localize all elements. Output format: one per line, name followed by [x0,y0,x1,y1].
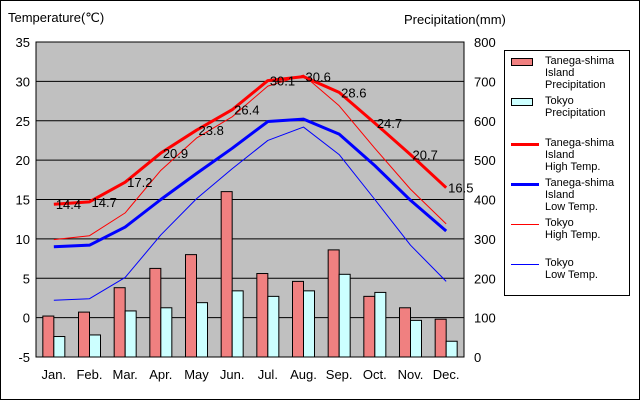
bar-tokyo-precip [231,290,244,358]
x-tick-label: Jun. [220,367,245,382]
y-right-tick-label: 0 [474,350,481,365]
bar-tanega-precip [327,249,340,358]
bar-tokyo-precip [196,302,208,358]
legend-swatch-tokyo-precip [511,98,533,106]
data-label: 28.6 [341,85,366,100]
right-axis-title: Precipitation(mm) [404,12,506,27]
data-label: 20.9 [163,146,188,161]
bar-tanega-precip [220,191,233,358]
bar-tokyo-precip [338,273,351,358]
y-left-tick-label: 0 [23,311,30,326]
x-tick-label: May [184,367,209,382]
data-label: 30.6 [306,70,331,85]
legend-swatch-tanega-precip [511,58,533,66]
data-label: 14.4 [56,197,81,212]
bar-tanega-precip [434,318,447,358]
bar-tokyo-precip [374,291,387,358]
legend-label: Tanega-shima Island Precipitation [545,55,615,91]
bar-tokyo-precip [124,310,137,358]
line-tanega-shima-island-low-temp [53,117,448,249]
bar-tokyo-precip [410,319,422,358]
data-label: 30.1 [270,74,295,89]
bar-tokyo-precip [53,336,66,358]
bar-tanega-precip [292,280,304,358]
y-left-tick-label: 20 [16,153,30,168]
x-tick-label: Apr. [149,367,172,382]
y-right-tick-label: 500 [474,153,496,168]
data-label: 16.5 [448,181,473,196]
y-left-tick-label: 30 [16,74,30,89]
x-tick-label: Aug. [290,367,317,382]
legend-line-tanega-high [511,142,539,146]
y-left-tick-label: -5 [18,350,30,365]
y-left-tick-label: 5 [23,271,30,286]
legend: Tanega-shima Island Precipitation Tokyo … [504,50,630,296]
x-tick-label: Feb. [76,367,102,382]
y-right-tick-label: 800 [474,35,496,50]
line-tokyo-low-temp [53,126,447,301]
data-label: 26.4 [234,103,259,118]
bar-tanega-precip [78,311,90,358]
legend-line-tokyo-low [511,263,539,265]
line-tanega-shima-island-high-temp [53,75,448,206]
bar-tanega-precip [399,307,411,358]
x-tick-label: Mar. [113,367,138,382]
bar-tokyo-precip [445,340,458,358]
legend-line-tanega-low [511,182,539,186]
x-tick-label: Nov. [398,367,424,382]
y-right-tick-label: 100 [474,311,496,326]
y-right-tick-label: 300 [474,232,496,247]
x-tick-label: Jul. [258,367,278,382]
bar-tanega-precip [149,267,162,358]
y-right-tick-label: 700 [474,74,496,89]
x-tick-label: Dec. [433,367,460,382]
left-axis-title: Temperature(℃) [8,10,105,25]
bar-tanega-precip [185,254,197,358]
y-right-tick-label: 600 [474,114,496,129]
data-label: 20.7 [413,148,438,163]
y-left-tick-label: 35 [16,35,30,50]
bar-tokyo-precip [160,307,173,358]
data-label: 14.7 [92,195,117,210]
legend-label: Tanega-shima Island High Temp. [545,137,615,173]
y-left-tick-label: 10 [16,232,30,247]
line-tokyo-high-temp [53,74,447,241]
bar-tanega-precip [42,315,55,358]
bar-tanega-precip [256,273,269,358]
y-right-tick-label: 400 [474,193,496,208]
legend-label: Tokyo Low Temp. [545,257,598,281]
y-right-tick-label: 200 [474,271,496,286]
data-label: 24.7 [377,116,402,131]
y-left-tick-label: 25 [16,114,30,129]
bar-tanega-precip [113,287,126,358]
x-tick-label: Sep. [326,367,353,382]
x-tick-label: Jan. [42,367,67,382]
data-label: 23.8 [199,123,224,138]
bar-tokyo-precip [267,295,280,358]
bar-tokyo-precip [303,290,315,358]
x-tick-label: Oct. [363,367,387,382]
data-label: 17.2 [127,175,152,190]
bar-tokyo-precip [89,334,101,358]
legend-line-tokyo-high [511,223,539,225]
legend-label: Tokyo High Temp. [545,217,601,241]
y-left-tick-label: 15 [16,193,30,208]
legend-label: Tokyo Precipitation [545,95,606,119]
legend-label: Tanega-shima Island Low Temp. [545,177,615,213]
bar-tanega-precip [363,295,376,358]
